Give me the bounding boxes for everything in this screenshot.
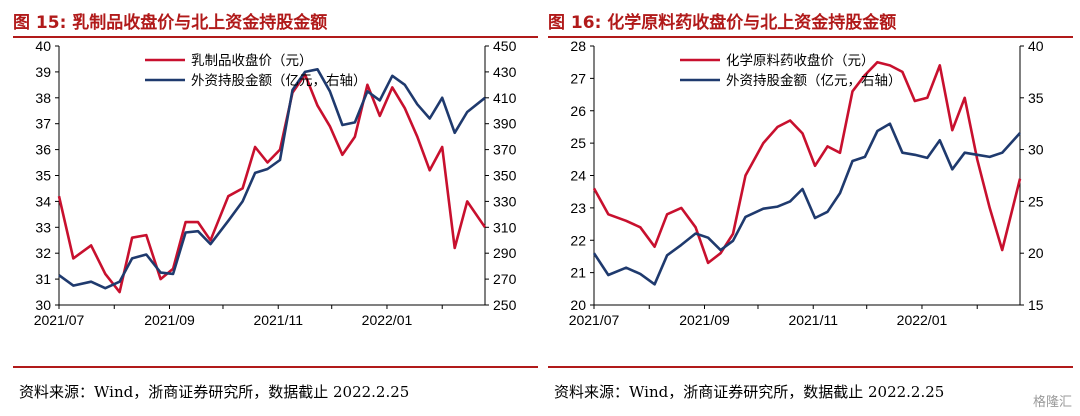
x-tick-label: 2022/01: [362, 312, 413, 328]
legend-label: 化学原料药收盘价（元）: [726, 52, 875, 69]
x-tick-label: 2021/07: [569, 312, 620, 328]
y-right-tick-label: 310: [493, 219, 517, 235]
y-left-tick-label: 27: [570, 70, 586, 86]
y-left-tick-label: 37: [35, 116, 51, 132]
title-rule: [13, 36, 538, 38]
y-left-tick-label: 22: [570, 232, 586, 248]
legend-label: 乳制品收盘价（元）: [191, 52, 313, 69]
y-right-tick-label: 350: [493, 168, 517, 184]
x-tick-label: 2022/01: [897, 312, 948, 328]
x-tick-label: 2021/11: [788, 312, 838, 328]
y-right-tick-label: 450: [493, 40, 517, 54]
api-chart: 20 21 22 23 24 25 26 27 28 15 20 25 30 35 40 2021/07 202…: [569, 40, 1044, 328]
legend-label: 外资持股金额（亿元，右轴）: [191, 73, 367, 89]
y-left-tick-label: 39: [35, 64, 51, 80]
y-right-tick-label: 430: [493, 64, 517, 80]
source-rule: [13, 366, 538, 368]
chart-title: 图 15: 乳制品收盘价与北上资金持股金额: [13, 13, 328, 33]
y-right-tick-label: 270: [493, 271, 517, 287]
y-left-tick-label: 20: [570, 297, 586, 313]
price-series-line: [592, 60, 1022, 265]
chart-title: 图 16: 化学原料药收盘价与北上资金持股金额: [548, 13, 897, 33]
y-left-tick-label: 34: [35, 193, 51, 209]
source-rule: [548, 366, 1073, 368]
y-left-tick-label: 25: [570, 135, 586, 151]
y-left-tick-label: 24: [570, 168, 586, 184]
x-tick-label: 2021/09: [679, 312, 730, 328]
y-right-tick-label: 330: [493, 193, 517, 209]
y-left-tick-label: 40: [35, 40, 51, 54]
y-right-tick-label: 15: [1028, 297, 1044, 313]
y-left-tick-label: 26: [570, 103, 586, 119]
y-left-tick-label: 38: [35, 90, 51, 106]
y-left-tick-label: 33: [35, 219, 51, 235]
dairy-chart: 30 31 32 33 34 35 36 37 38 39 40 250 270 290 310 330 350…: [34, 40, 517, 328]
y-right-tick-label: 25: [1028, 193, 1044, 209]
y-left-tick-label: 36: [35, 142, 51, 158]
y-right-tick-label: 410: [493, 90, 517, 106]
y-right-tick-label: 20: [1028, 245, 1044, 261]
x-tick-label: 2021/07: [34, 312, 85, 328]
y-right-tick-label: 40: [1028, 40, 1044, 54]
source-note: 资料来源：Wind，浙商证券研究所，数据截止 2022.2.25: [554, 383, 945, 401]
y-right-tick-label: 370: [493, 142, 517, 158]
y-left-tick-label: 23: [570, 200, 586, 216]
y-left-tick-label: 35: [35, 168, 51, 184]
foreign-holding-series-line: [58, 67, 486, 290]
chart-panel-api: 图 16: 化学原料药收盘价与北上资金持股金额 20 21 22 23 24 25 26 27…: [548, 0, 1073, 416]
price-series-line: [57, 73, 487, 294]
x-tick-label: 2021/09: [144, 312, 195, 328]
y-left-tick-label: 31: [35, 271, 51, 287]
source-note: 资料来源：Wind，浙商证券研究所，数据截止 2022.2.25: [19, 383, 410, 401]
title-rule: [548, 36, 1073, 38]
y-right-tick-label: 290: [493, 245, 517, 261]
y-right-tick-label: 390: [493, 116, 517, 132]
legend-label: 外资持股金额（亿元，右轴）: [726, 73, 902, 89]
x-tick-label: 2021/11: [253, 312, 303, 328]
y-left-tick-label: 21: [570, 265, 586, 281]
y-left-tick-label: 30: [35, 297, 51, 313]
chart-panel-dairy: 图 15: 乳制品收盘价与北上资金持股金额 30 31 32 33 34 35 36 37 38…: [13, 0, 538, 416]
foreign-holding-series-line: [592, 122, 1021, 286]
y-right-tick-label: 30: [1028, 142, 1044, 158]
y-right-tick-label: 35: [1028, 90, 1044, 106]
y-left-tick-label: 28: [570, 40, 586, 54]
y-left-tick-label: 32: [35, 245, 51, 261]
y-right-tick-label: 250: [493, 297, 517, 313]
watermark-logo: 格隆汇: [1032, 395, 1072, 410]
